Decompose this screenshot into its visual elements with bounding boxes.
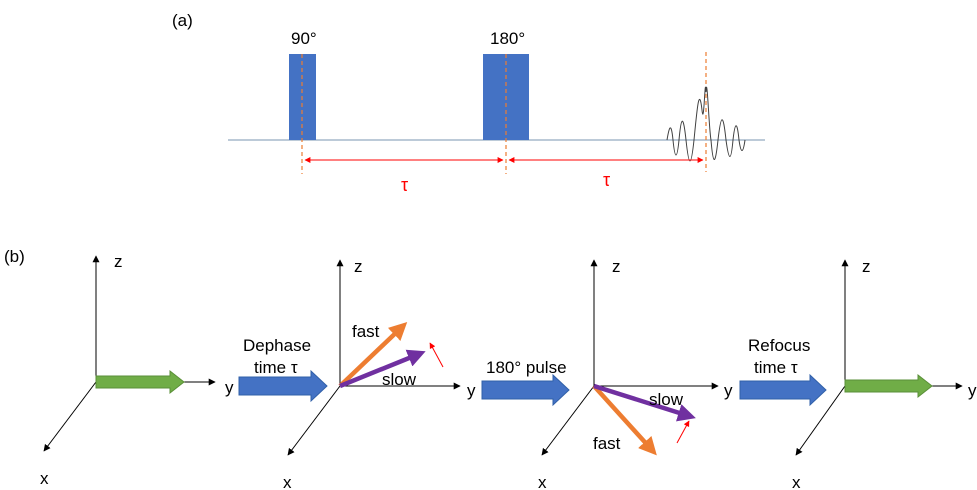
frame-3-slow-vector [593,383,696,422]
frame-3-x-axis [541,385,595,456]
refocus-text-2: time τ [754,358,798,377]
frame-2-x-label: x [283,473,292,490]
pulse-step-arrow [481,373,570,407]
frame-2-z-label: z [354,257,363,276]
dephase-step-arrow [238,369,328,403]
frame-2-axes: z y x [283,257,476,490]
pulse-90-label: 90° [291,29,317,48]
frame-3-z-label: z [612,257,621,276]
frame-3-rotation-indicator [676,420,690,444]
dephase-text-2: time τ [254,358,298,377]
panel-b-label: (b) [4,247,25,266]
pulse-step-text: 180° pulse [486,358,567,377]
tau-2-label: τ [603,170,610,190]
frame-3-x-label: x [538,473,547,490]
frame-1-x-axis [43,381,97,452]
echo-signal [666,86,746,162]
frame-1-z-label: z [114,252,123,271]
frame-2-x-axis [287,385,341,456]
frame-2-fast-vector [338,322,408,388]
refocus-text-1: Refocus [748,336,810,355]
frame-1-axes: z y x [40,252,234,488]
frame-3-axes: z y x [538,257,733,490]
refocus-step-arrow [739,373,827,407]
frame-2-y-label: y [467,381,476,400]
frame-4-y-label: y [968,381,977,400]
frame-3-slow-label: slow [649,390,684,409]
frame-1-y-label: y [225,378,234,397]
tau-1-label: τ [401,175,408,195]
frame-1-magnetization-arrow [95,369,185,395]
frame-1-x-label: x [40,469,49,488]
panel-a-label: (a) [172,11,193,30]
frame-3-fast-label: fast [593,434,621,453]
frame-4-axes: z y x [792,257,977,490]
frame-4-z-label: z [862,257,871,276]
dephase-text-1: Dephase [243,336,311,355]
frame-4-magnetization-arrow [844,373,933,399]
frame-4-x-axis [795,385,846,456]
pulse-180-label: 180° [490,29,525,48]
frame-2-fast-label: fast [352,322,380,341]
frame-3-y-label: y [724,381,733,400]
frame-2-slow-label: slow [382,370,417,389]
frame-2-rotation-indicator [429,342,444,368]
frame-4-x-label: x [792,473,801,490]
frame-3-fast-vector [592,384,657,456]
frame-2-slow-vector [339,349,426,389]
